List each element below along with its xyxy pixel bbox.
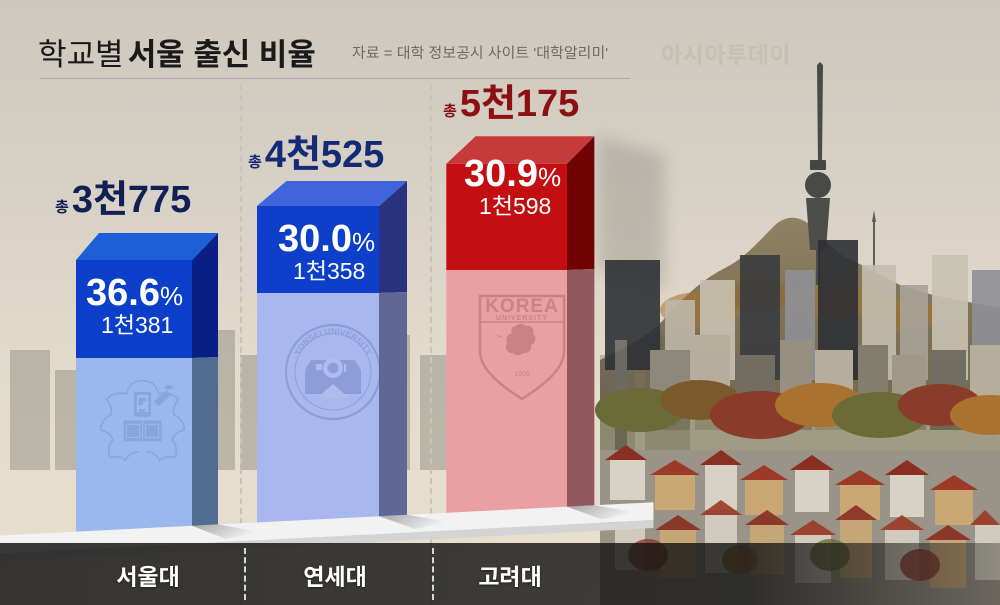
svg-text:1905: 1905 xyxy=(514,371,530,378)
svg-text:KOREA: KOREA xyxy=(485,296,559,317)
svg-text:UNIVERSITY: UNIVERSITY xyxy=(496,315,548,322)
svg-text:YONSEI UNIVERSITY: YONSEI UNIVERSITY xyxy=(292,326,375,357)
